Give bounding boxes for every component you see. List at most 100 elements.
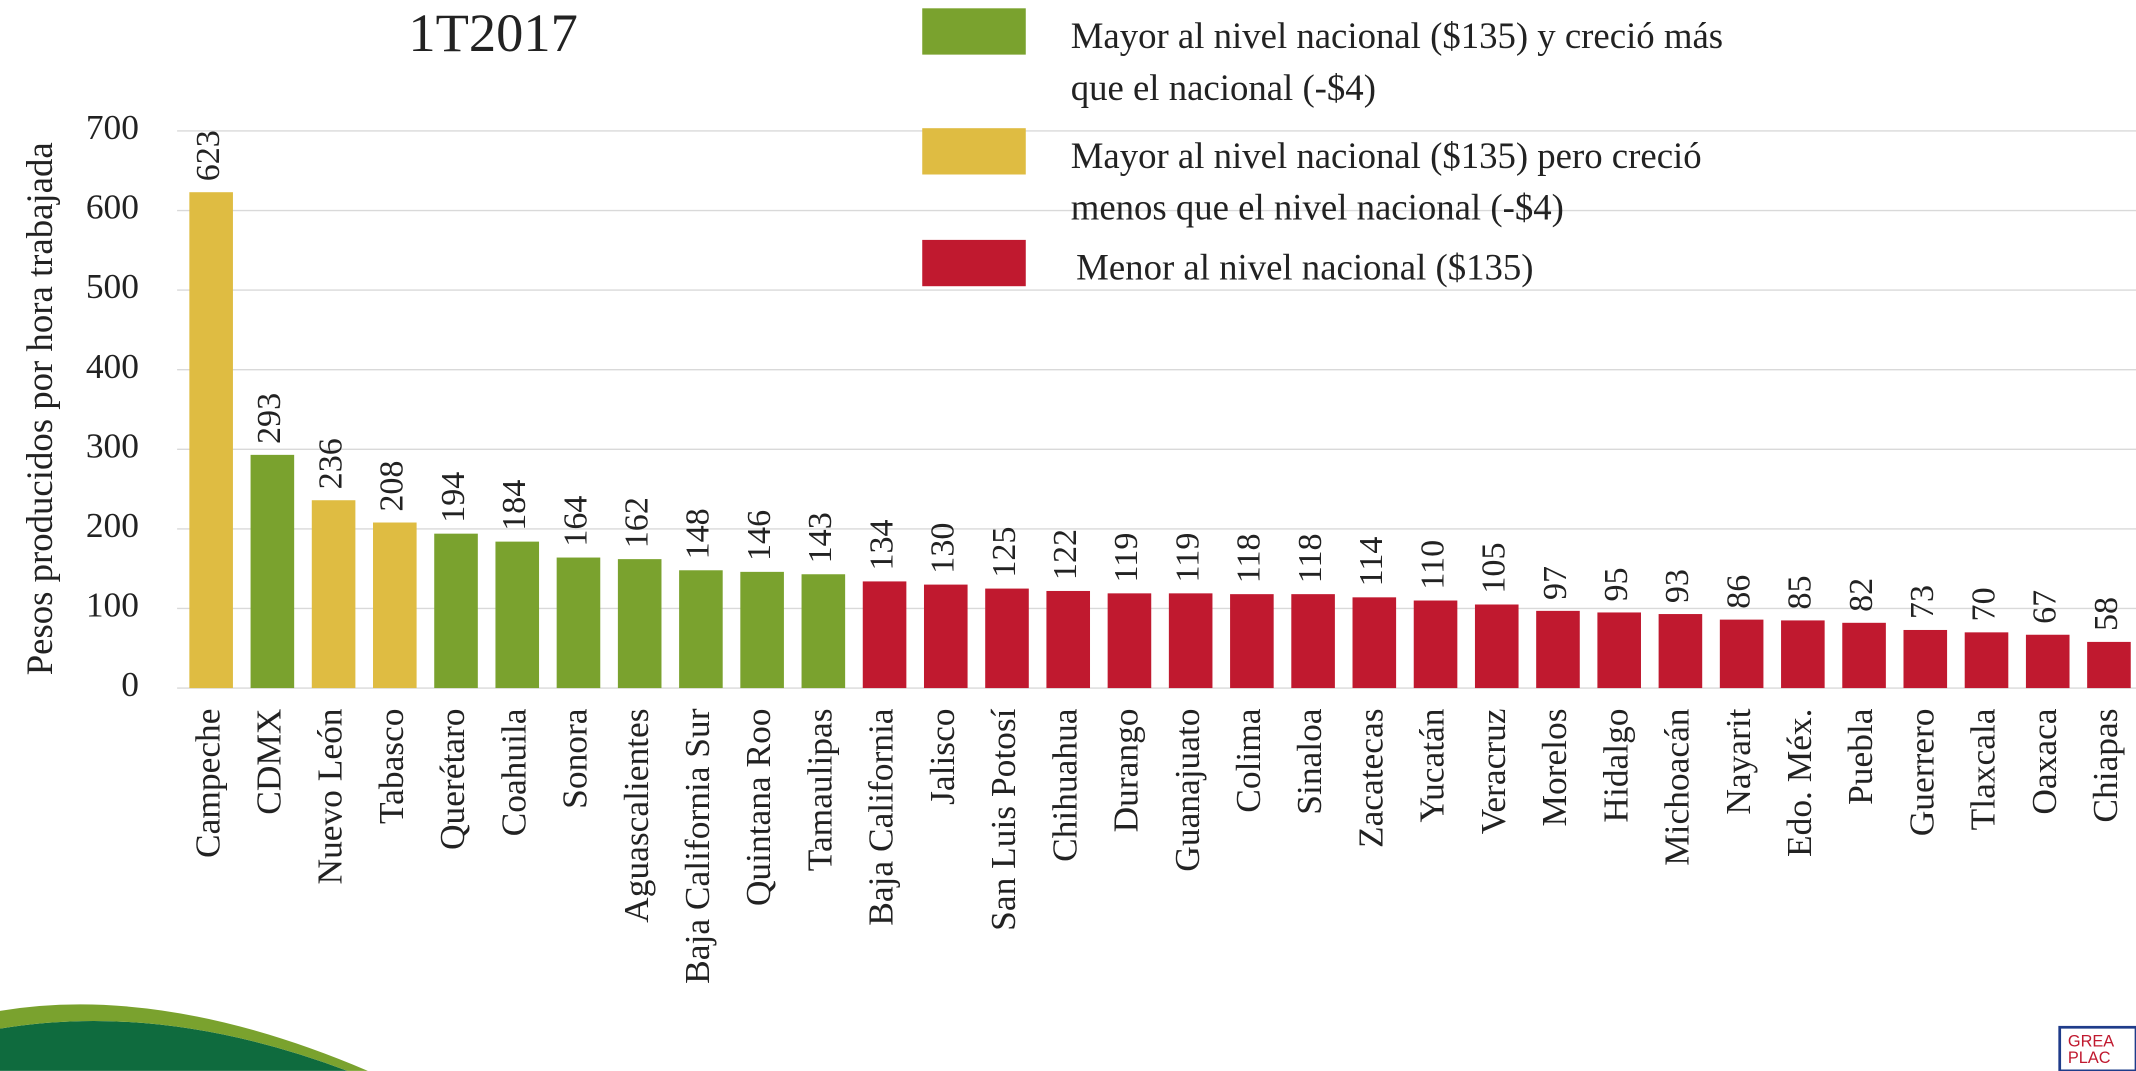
value-label: 162: [618, 497, 655, 548]
y-tick-label: 600: [86, 187, 139, 227]
x-tick-label: Tamaulipas: [799, 709, 839, 872]
x-tick-label: Baja California Sur: [677, 708, 717, 984]
value-label: 130: [925, 523, 962, 574]
x-tick-label: Oaxaca: [2024, 708, 2064, 814]
x-tick-label: Zacatecas: [1350, 709, 1390, 849]
x-tick-label: Baja California: [861, 708, 901, 926]
value-label: 118: [1231, 533, 1268, 583]
logo-text: PLAC: [2068, 1049, 2111, 1067]
legend-swatch: [922, 239, 1026, 287]
y-tick-label: 300: [86, 425, 139, 465]
bar: [495, 541, 540, 689]
value-label: 114: [1353, 537, 1390, 587]
y-tick-label: 0: [121, 664, 139, 704]
decoration-swoosh: [0, 1004, 368, 1071]
bar: [801, 574, 846, 689]
bar: [250, 454, 295, 689]
bar: [1474, 604, 1519, 689]
x-tick-label: Morelos: [1534, 709, 1574, 827]
legend-label: que el nacional (-$4): [1071, 67, 1376, 108]
value-label: 146: [741, 510, 778, 561]
x-tick-label: Michoacán: [1657, 708, 1697, 866]
bar: [1230, 594, 1274, 689]
bar: [2087, 641, 2131, 689]
bar: [985, 588, 1029, 689]
bar: [1781, 620, 1825, 689]
x-tick-label: Guerrero: [1901, 709, 1941, 837]
x-tick-label: Jalisco: [922, 709, 962, 805]
value-label: 623: [190, 130, 227, 181]
value-label: 73: [1904, 585, 1941, 619]
value-label: 70: [1965, 587, 2002, 621]
bar: [1168, 593, 1213, 689]
x-tick-label: Yucatán: [1412, 708, 1452, 822]
value-label: 208: [374, 461, 411, 512]
bar: [679, 570, 723, 689]
value-label: 119: [1169, 533, 1206, 583]
bar: [189, 192, 233, 689]
bar: [1964, 632, 2009, 689]
legend-swatch: [922, 8, 1026, 55]
x-tick-label: Querétaro: [432, 709, 472, 851]
bar: [1046, 590, 1091, 689]
x-tick-label: Guanajuato: [1167, 709, 1207, 872]
x-tick-label: Sonora: [555, 708, 595, 809]
x-tick-label: Hidalgo: [1595, 709, 1635, 823]
y-tick-label: 700: [86, 107, 139, 147]
x-tick-label: Colima: [1228, 708, 1268, 813]
x-tick-label: Edo. Méx.: [1779, 709, 1819, 857]
bar: [1597, 612, 1641, 689]
value-label: 85: [1782, 575, 1819, 609]
logo-text: GREA: [2068, 1033, 2114, 1051]
value-label: 164: [557, 496, 594, 547]
bar: [1413, 600, 1458, 689]
value-label: 110: [1414, 540, 1451, 590]
value-label: 86: [1720, 575, 1757, 609]
x-tick-label: Aguascalientes: [616, 709, 656, 923]
y-tick-label: 500: [86, 266, 139, 306]
x-tick-label: Campeche: [187, 709, 227, 858]
legend-swatch: [922, 128, 1026, 175]
legend-label: Mayor al nivel nacional ($135) y creció …: [1071, 15, 1723, 56]
x-tick-label: San Luis Potosí: [983, 708, 1023, 930]
value-label: 194: [435, 472, 472, 523]
bar: [1658, 614, 1703, 689]
x-tick-label: Tlaxcala: [1963, 708, 2003, 830]
x-tick-label: Quintana Roo: [738, 709, 778, 907]
bar: [556, 557, 601, 689]
y-tick-label: 100: [86, 585, 139, 625]
legend-label: Mayor al nivel nacional ($135) pero crec…: [1071, 135, 1702, 176]
value-label: 97: [1537, 566, 1574, 600]
bar: [1903, 629, 1948, 689]
value-label: 119: [1108, 533, 1145, 583]
legend-label: Menor al nivel nacional ($135): [1076, 247, 1533, 288]
value-label: 118: [1292, 533, 1329, 583]
value-label: 82: [1843, 578, 1880, 612]
y-tick-label: 400: [86, 346, 139, 386]
value-label: 58: [2088, 597, 2125, 631]
x-tick-label: CDMX: [248, 709, 288, 815]
value-label: 134: [863, 519, 900, 570]
y-axis-label: Pesos producidos por hora trabajada: [19, 142, 60, 675]
bar: [2025, 634, 2070, 689]
x-tick-label: Durango: [1106, 709, 1146, 833]
bar: [434, 533, 478, 689]
y-tick-label: 200: [86, 505, 139, 545]
value-label: 236: [312, 438, 349, 489]
bar: [617, 559, 662, 689]
value-label: 95: [1598, 568, 1635, 602]
chart-title: 1T2017: [408, 2, 577, 63]
value-label: 93: [1659, 569, 1696, 603]
x-tick-label: Nayarit: [1718, 708, 1758, 814]
x-tick-label: Tabasco: [371, 709, 411, 824]
bar: [311, 500, 356, 689]
bar: [1842, 622, 1886, 689]
bar: [1107, 593, 1152, 689]
bar: [1291, 594, 1335, 689]
x-tick-label: Coahuila: [493, 708, 533, 836]
value-label: 293: [251, 393, 288, 444]
x-tick-label: Nuevo León: [310, 708, 350, 884]
bar: [740, 571, 784, 689]
bar: [373, 522, 417, 689]
